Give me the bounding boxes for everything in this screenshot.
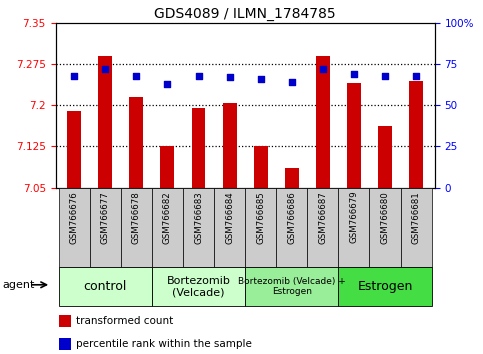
Point	[257, 76, 265, 82]
Bar	[214, 188, 245, 267]
Text: GSM766684: GSM766684	[225, 191, 234, 244]
Text: GSM766686: GSM766686	[287, 191, 296, 244]
Bar	[121, 188, 152, 267]
Text: agent: agent	[3, 280, 35, 290]
Text: GSM766681: GSM766681	[412, 191, 421, 244]
Point	[288, 79, 296, 85]
Text: Bortezomib (Velcade) +
Estrogen: Bortezomib (Velcade) + Estrogen	[238, 277, 346, 296]
Point	[164, 81, 171, 87]
Point	[381, 73, 389, 79]
Bar	[98, 56, 112, 188]
Text: GSM766678: GSM766678	[132, 191, 141, 244]
Point	[226, 74, 233, 80]
Bar	[378, 126, 392, 188]
Point	[350, 71, 358, 77]
Text: GSM766685: GSM766685	[256, 191, 265, 244]
Bar	[223, 103, 237, 188]
Text: GSM766676: GSM766676	[70, 191, 79, 244]
Bar	[90, 188, 121, 267]
Bar	[58, 188, 90, 267]
Bar	[285, 169, 298, 188]
Title: GDS4089 / ILMN_1784785: GDS4089 / ILMN_1784785	[154, 7, 336, 21]
Bar	[183, 188, 214, 267]
Text: percentile rank within the sample: percentile rank within the sample	[76, 339, 252, 349]
Text: GSM766679: GSM766679	[349, 191, 358, 244]
Text: Bortezomib
(Velcade): Bortezomib (Velcade)	[167, 276, 230, 298]
Text: transformed count: transformed count	[76, 316, 174, 326]
Point	[132, 73, 140, 79]
Bar	[59, 315, 71, 327]
Text: GSM766680: GSM766680	[381, 191, 389, 244]
Bar	[160, 147, 174, 188]
Text: GSM766677: GSM766677	[101, 191, 110, 244]
Bar	[152, 188, 183, 267]
Text: GSM766683: GSM766683	[194, 191, 203, 244]
Bar	[58, 267, 152, 306]
Bar	[254, 146, 268, 188]
Bar	[245, 267, 339, 306]
Point	[71, 73, 78, 79]
Bar	[152, 267, 245, 306]
Bar	[339, 188, 369, 267]
Bar	[129, 97, 143, 188]
Bar	[67, 111, 81, 188]
Bar	[316, 56, 330, 188]
Point	[412, 73, 420, 79]
Text: control: control	[84, 280, 127, 293]
Bar	[192, 108, 205, 188]
Bar	[339, 267, 432, 306]
Bar	[400, 188, 432, 267]
Bar	[347, 83, 361, 188]
Bar	[409, 81, 423, 188]
Point	[101, 66, 109, 72]
Bar	[369, 188, 400, 267]
Point	[319, 66, 327, 72]
Bar	[59, 338, 71, 350]
Bar	[307, 188, 339, 267]
Bar	[276, 188, 307, 267]
Bar	[245, 188, 276, 267]
Point	[195, 73, 202, 79]
Text: Estrogen: Estrogen	[357, 280, 412, 293]
Text: GSM766687: GSM766687	[318, 191, 327, 244]
Text: GSM766682: GSM766682	[163, 191, 172, 244]
